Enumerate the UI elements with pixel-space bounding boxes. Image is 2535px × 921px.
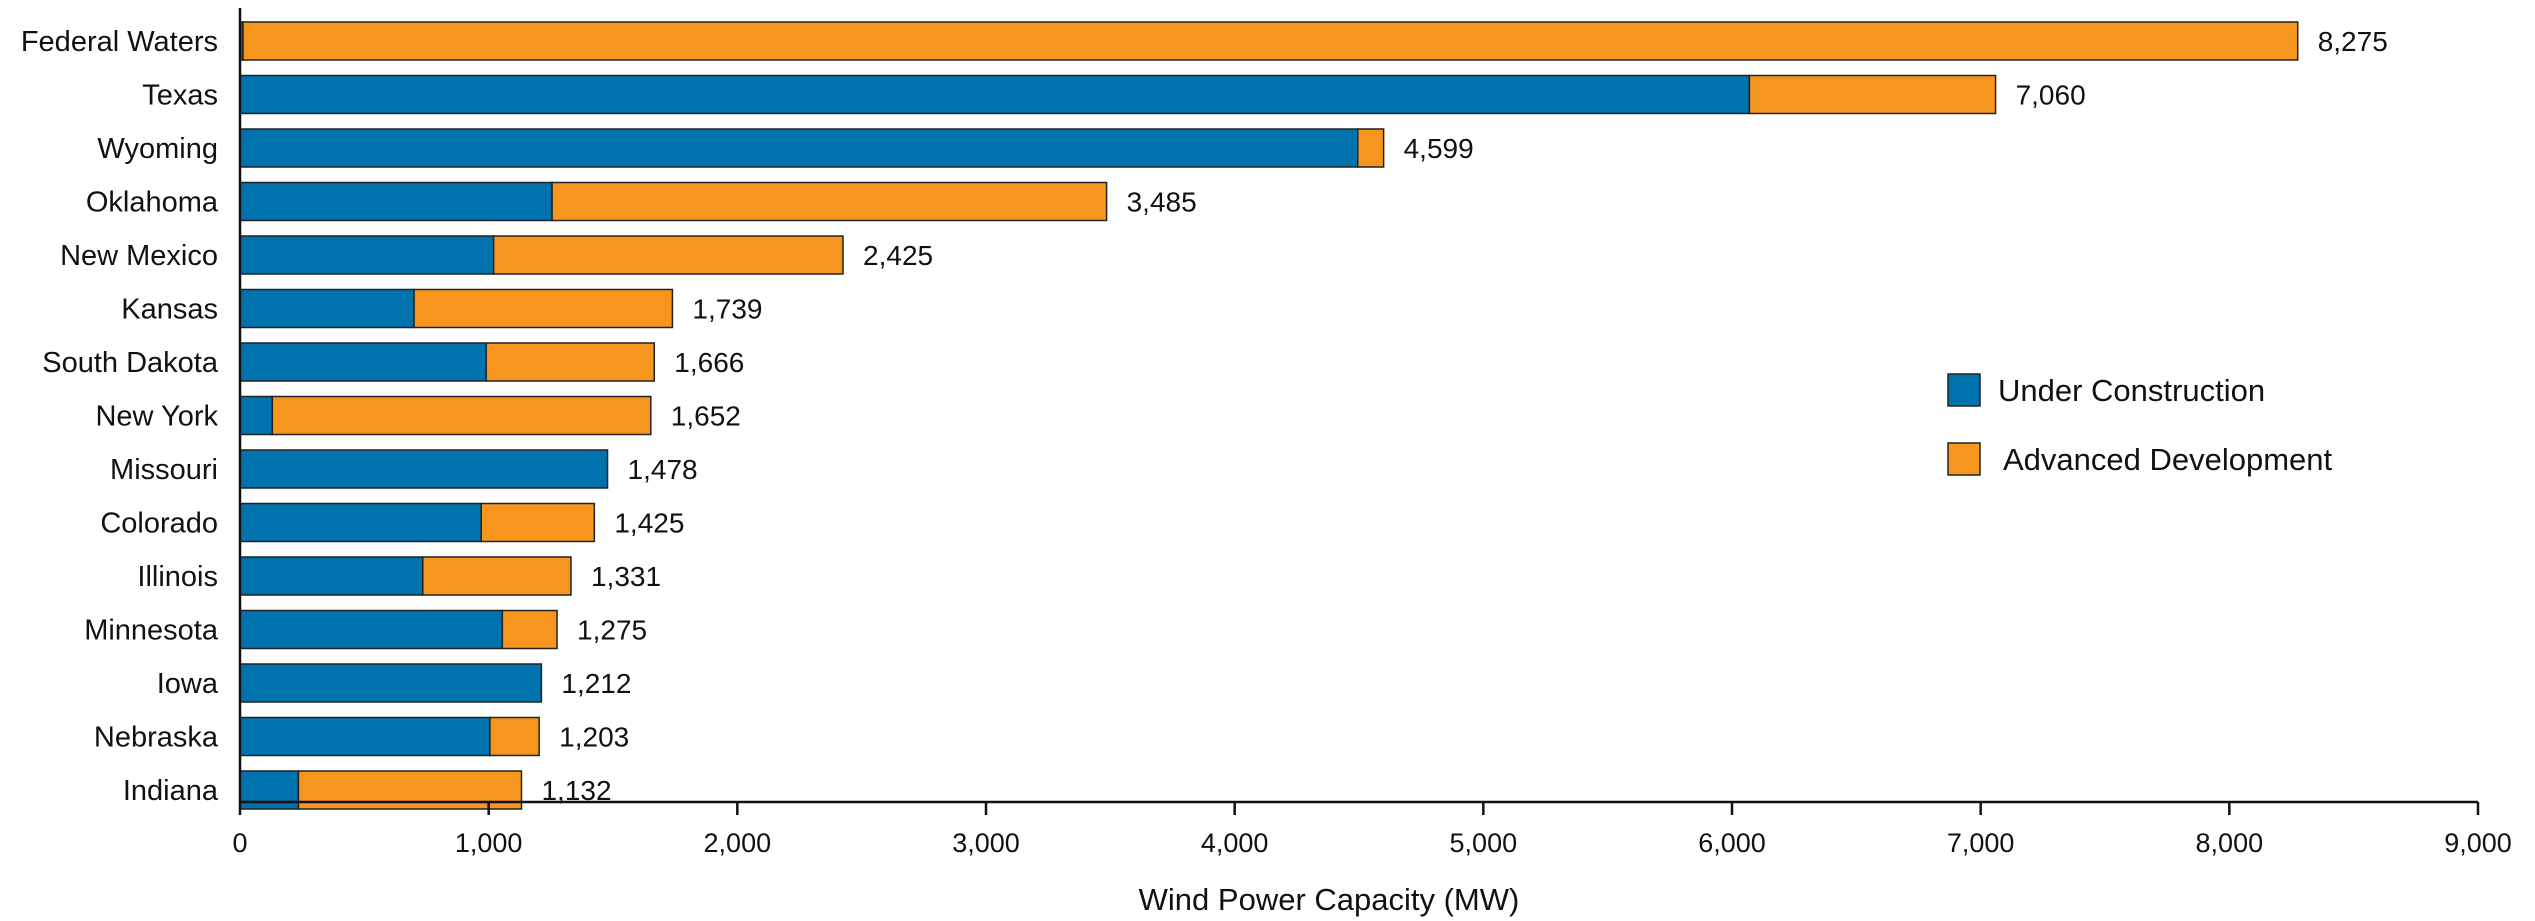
bar-nebraska-under-construction (239, 716, 491, 757)
total-label-iowa: 1,212 (561, 668, 631, 699)
bar-texas-under-construction (239, 74, 1751, 115)
bar-kansas-under-construction (239, 288, 415, 329)
x-tick-label: 6,000 (1698, 828, 1766, 858)
x-tick-label: 5,000 (1450, 828, 1518, 858)
category-label-texas: Texas (142, 80, 218, 112)
bar-missouri-under-construction (239, 449, 609, 489)
category-label-minnesota: Minnesota (84, 615, 219, 647)
bar-new-york-advanced-development (271, 395, 652, 436)
bar-kansas-advanced-development (413, 288, 674, 329)
category-label-federal-waters: Federal Waters (21, 26, 218, 58)
bar-iowa-under-construction (239, 663, 543, 703)
category-label-kansas: Kansas (121, 294, 218, 326)
bar-new-mexico-advanced-development (492, 235, 844, 275)
category-label-iowa: Iowa (157, 668, 219, 700)
x-tick-label: 4,000 (1201, 828, 1269, 858)
bar-indiana-under-construction (239, 770, 300, 810)
bar-colorado-under-construction (239, 502, 482, 543)
bar-wyoming-under-construction (239, 128, 1359, 168)
bar-texas-advanced-development (1748, 74, 1997, 115)
category-label-colorado: Colorado (100, 508, 218, 540)
category-label-oklahoma: Oklahoma (86, 187, 219, 219)
legend-swatch-under-construction (1947, 373, 1981, 407)
bar-federal-waters-advanced-development (242, 21, 2299, 61)
bar-south-dakota-advanced-development (485, 342, 656, 382)
x-tick-label: 8,000 (2196, 828, 2264, 858)
x-tick-label: 1,000 (455, 828, 523, 858)
category-label-missouri: Missouri (110, 454, 218, 486)
legend-swatch-advanced-development (1947, 442, 1981, 476)
legend: Under Construction Advanced Development (1947, 373, 2333, 477)
total-label-oklahoma: 3,485 (1127, 187, 1197, 218)
category-label-indiana: Indiana (123, 775, 219, 807)
total-label-illinois: 1,331 (591, 561, 661, 592)
bar-new-mexico-under-construction (239, 235, 495, 275)
legend-label-advanced-development: Advanced Development (2003, 442, 2333, 477)
category-label-wyoming: Wyoming (97, 133, 218, 165)
total-label-new-mexico: 2,425 (863, 240, 933, 271)
category-label-nebraska: Nebraska (94, 722, 219, 754)
total-label-minnesota: 1,275 (577, 615, 647, 646)
category-label-new-mexico: New Mexico (60, 240, 218, 272)
total-label-south-dakota: 1,666 (674, 347, 744, 378)
x-tick-label: 2,000 (704, 828, 772, 858)
bar-minnesota-advanced-development (501, 609, 558, 650)
total-label-new-york: 1,652 (671, 401, 741, 432)
x-tick-label: 7,000 (1947, 828, 2015, 858)
bar-illinois-advanced-development (422, 556, 572, 596)
bar-oklahoma-advanced-development (551, 181, 1108, 222)
x-axis-title: Wind Power Capacity (MW) (1139, 882, 1520, 917)
labels-layer: Federal Waters 8,275 Texas 7,060 Wyoming 4,59… (21, 26, 2388, 807)
bar-minnesota-under-construction (239, 609, 504, 650)
x-tick-label: 3,000 (952, 828, 1020, 858)
total-label-indiana: 1,132 (541, 775, 611, 806)
bar-illinois-under-construction (239, 556, 424, 596)
bar-oklahoma-under-construction (239, 181, 553, 222)
x-tick-label: 0 (232, 828, 247, 858)
legend-label-under-construction: Under Construction (1998, 373, 2265, 408)
bar-south-dakota-under-construction (239, 342, 487, 382)
total-label-federal-waters: 8,275 (2318, 26, 2388, 57)
category-label-south-dakota: South Dakota (42, 347, 219, 379)
category-label-illinois: Illinois (137, 561, 218, 593)
bar-nebraska-advanced-development (489, 716, 540, 757)
total-label-colorado: 1,425 (614, 508, 684, 539)
total-label-nebraska: 1,203 (559, 722, 629, 753)
bar-new-york-under-construction (239, 395, 274, 436)
bar-wyoming-advanced-development (1357, 128, 1385, 168)
bars-layer (239, 21, 2299, 810)
total-label-texas: 7,060 (2016, 80, 2086, 111)
category-label-new-york: New York (95, 401, 218, 433)
bar-colorado-advanced-development (480, 502, 596, 543)
total-label-wyoming: 4,599 (1404, 133, 1474, 164)
total-label-missouri: 1,478 (628, 454, 698, 485)
total-label-kansas: 1,739 (692, 294, 762, 325)
axes-layer: 0 1,000 2,000 3,000 4,000 5,000 6,000 7,000 8,00… (232, 8, 2512, 858)
x-tick-label: 9,000 (2444, 828, 2512, 858)
